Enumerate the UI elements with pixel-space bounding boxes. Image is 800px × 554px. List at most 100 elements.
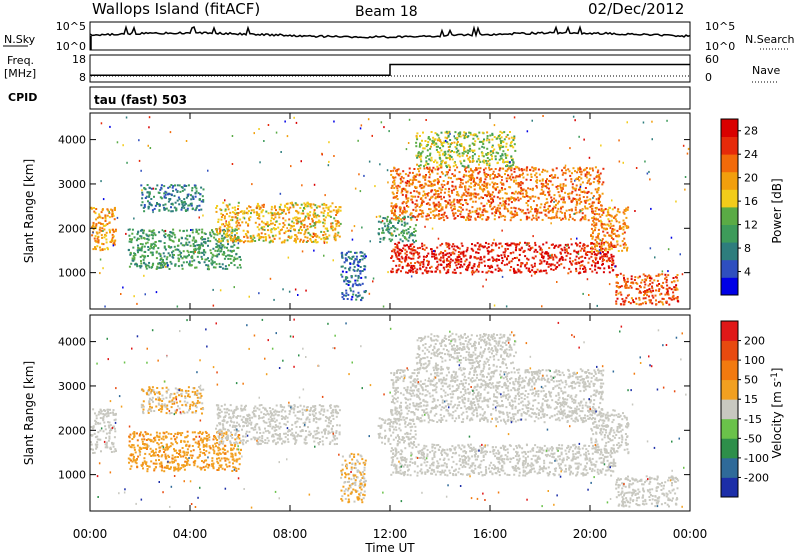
heatmap-cell bbox=[446, 258, 449, 260]
heatmap-cell bbox=[264, 239, 267, 242]
heatmap-cell bbox=[461, 154, 464, 157]
heatmap-cell bbox=[465, 218, 467, 221]
heatmap-cell bbox=[445, 161, 448, 164]
heatmap-cell bbox=[475, 212, 478, 215]
heatmap-cell bbox=[518, 175, 521, 178]
heatmap-cell bbox=[110, 448, 112, 451]
heatmap-cell bbox=[460, 251, 463, 254]
heatmap-cell bbox=[608, 234, 611, 237]
heatmap-cell bbox=[110, 429, 113, 432]
heatmap-cell bbox=[536, 210, 539, 213]
heatmap-cell bbox=[426, 193, 429, 196]
heatmap-cell bbox=[335, 225, 338, 228]
heatmap-cell bbox=[216, 245, 219, 248]
heatmap-cell bbox=[589, 174, 592, 177]
heatmap-cell bbox=[382, 229, 384, 232]
heatmap-cell bbox=[472, 249, 475, 252]
heatmap-cell bbox=[565, 254, 568, 257]
heatmap-cell bbox=[500, 269, 503, 272]
heatmap-cell bbox=[468, 263, 471, 266]
heatmap-cell bbox=[334, 232, 337, 235]
heatmap-cell bbox=[152, 234, 154, 237]
heatmap-cell bbox=[477, 184, 480, 186]
heatmap-cell bbox=[226, 239, 229, 242]
heatmap-cell bbox=[625, 216, 628, 219]
heatmap-cell bbox=[411, 171, 414, 174]
heatmap-cell bbox=[189, 244, 192, 247]
heatmap-cell bbox=[504, 169, 507, 172]
heatmap-cell bbox=[448, 148, 451, 151]
heatmap-cell bbox=[192, 196, 195, 199]
heatmap-cell bbox=[278, 223, 281, 225]
heatmap-cell bbox=[495, 210, 498, 212]
heatmap-cell bbox=[428, 214, 430, 217]
heatmap-cell bbox=[111, 213, 114, 216]
heatmap-cell bbox=[578, 245, 581, 248]
heatmap-cell bbox=[558, 258, 561, 261]
heatmap-cell bbox=[396, 257, 399, 260]
heatmap-cell bbox=[457, 260, 460, 263]
heatmap-cell bbox=[516, 166, 519, 169]
heatmap-cell bbox=[427, 137, 430, 140]
heatmap-cell bbox=[157, 247, 160, 250]
heatmap-cell bbox=[566, 244, 568, 247]
heatmap-cell bbox=[542, 192, 545, 195]
heatmap-cell bbox=[95, 443, 98, 446]
heatmap-cell bbox=[218, 232, 221, 235]
heatmap-cell bbox=[226, 267, 229, 270]
heatmap-cell bbox=[178, 229, 181, 232]
heatmap-cell bbox=[544, 203, 546, 206]
heatmap-cell bbox=[410, 252, 413, 255]
heatmap-cell bbox=[278, 206, 281, 209]
heatmap-cell bbox=[595, 258, 597, 261]
heatmap-cell bbox=[176, 305, 179, 308]
heatmap-cell bbox=[416, 268, 419, 271]
heatmap-cell bbox=[601, 247, 604, 250]
heatmap-cell bbox=[349, 266, 352, 269]
heatmap-cell bbox=[491, 134, 494, 136]
heatmap-cell bbox=[325, 204, 328, 207]
heatmap-cell bbox=[474, 270, 477, 273]
heatmap-cell bbox=[183, 185, 186, 187]
heatmap-cell bbox=[110, 239, 113, 242]
heatmap-cell bbox=[559, 185, 562, 187]
heatmap-cell bbox=[600, 207, 603, 210]
heatmap-cell bbox=[597, 175, 600, 178]
heatmap-cell bbox=[661, 285, 663, 288]
heatmap-cell bbox=[596, 171, 599, 174]
heatmap-cell bbox=[182, 261, 185, 264]
heatmap-cell bbox=[90, 441, 92, 444]
heatmap-cell bbox=[516, 243, 519, 246]
heatmap-cell bbox=[103, 421, 106, 424]
heatmap-cell bbox=[424, 178, 427, 181]
heatmap-cell bbox=[601, 239, 603, 242]
heatmap-cell bbox=[441, 172, 444, 175]
heatmap-cell bbox=[102, 198, 105, 201]
heatmap-cell bbox=[608, 248, 611, 251]
heatmap-cell bbox=[270, 205, 273, 208]
heatmap-cell bbox=[606, 251, 609, 253]
heatmap-cell bbox=[452, 188, 455, 191]
heatmap-cell bbox=[609, 222, 612, 225]
heatmap-cell bbox=[301, 229, 303, 232]
heatmap-cell bbox=[561, 249, 564, 252]
heatmap-cell bbox=[179, 253, 182, 256]
heatmap-cell bbox=[580, 190, 583, 193]
heatmap-cell bbox=[560, 218, 563, 221]
heatmap-cell bbox=[282, 226, 285, 228]
heatmap-cell bbox=[507, 197, 510, 200]
heatmap-cell bbox=[248, 217, 250, 220]
heatmap-cell bbox=[620, 285, 623, 288]
heatmap-cell bbox=[411, 249, 414, 252]
heatmap-cell bbox=[416, 156, 419, 159]
heatmap-cell bbox=[448, 252, 451, 255]
heatmap-cell bbox=[181, 237, 183, 240]
heatmap-cell bbox=[99, 412, 102, 415]
heatmap-cell bbox=[114, 448, 117, 451]
heatmap-cell bbox=[259, 206, 262, 209]
heatmap-cell bbox=[661, 270, 664, 273]
heatmap-cell bbox=[643, 286, 646, 289]
heatmap-cell bbox=[586, 182, 589, 184]
heatmap-cell bbox=[227, 208, 230, 211]
heatmap-cell bbox=[413, 231, 415, 233]
